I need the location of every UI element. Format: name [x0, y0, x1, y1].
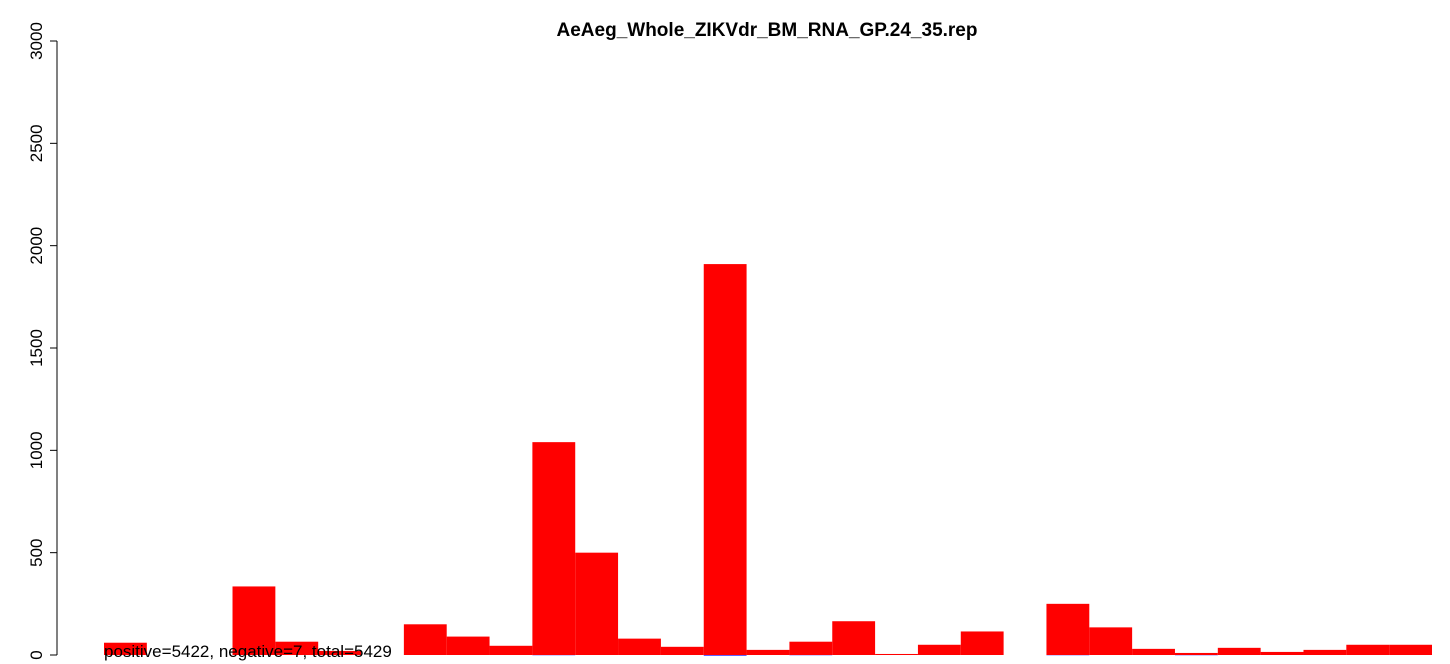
bar: [618, 638, 661, 655]
bar: [104, 642, 147, 655]
bar: [917, 644, 961, 655]
bar: [703, 655, 747, 656]
chart-title: AeAeg_Whole_ZIKVdr_BM_RNA_GP.24_35.rep: [557, 20, 978, 41]
bar: [1046, 603, 1090, 655]
bar: [403, 624, 447, 655]
y-tick-label: 1500: [27, 329, 46, 367]
annotation: positive=5422, negative=7, total=5429: [104, 642, 392, 661]
bar: [875, 653, 918, 655]
bar: [275, 641, 319, 655]
bar: [1260, 651, 1304, 655]
y-tick-label: 0: [27, 650, 46, 659]
bar: [703, 264, 747, 655]
bar: [1089, 627, 1133, 655]
bar: [1346, 644, 1390, 655]
bar: [746, 649, 790, 655]
y-tick-label: 2500: [27, 124, 46, 162]
bar: [446, 636, 490, 655]
bar: [232, 586, 276, 655]
bar: [660, 646, 704, 655]
bar: [575, 552, 619, 655]
y-tick-label: 500: [27, 538, 46, 566]
y-tick-label: 3000: [27, 22, 46, 60]
bar: [960, 631, 1004, 655]
bar: [1389, 644, 1432, 655]
bar: [1174, 652, 1218, 655]
bar: [318, 650, 362, 655]
bar: [832, 621, 876, 655]
bar: [789, 641, 833, 655]
y-tick-label: 2000: [27, 227, 46, 265]
y-tick-label: 1000: [27, 431, 46, 469]
bar: [489, 645, 533, 655]
bar: [1217, 647, 1261, 655]
bar: [1303, 649, 1347, 655]
bar: [1132, 648, 1175, 655]
bar: [532, 442, 576, 655]
